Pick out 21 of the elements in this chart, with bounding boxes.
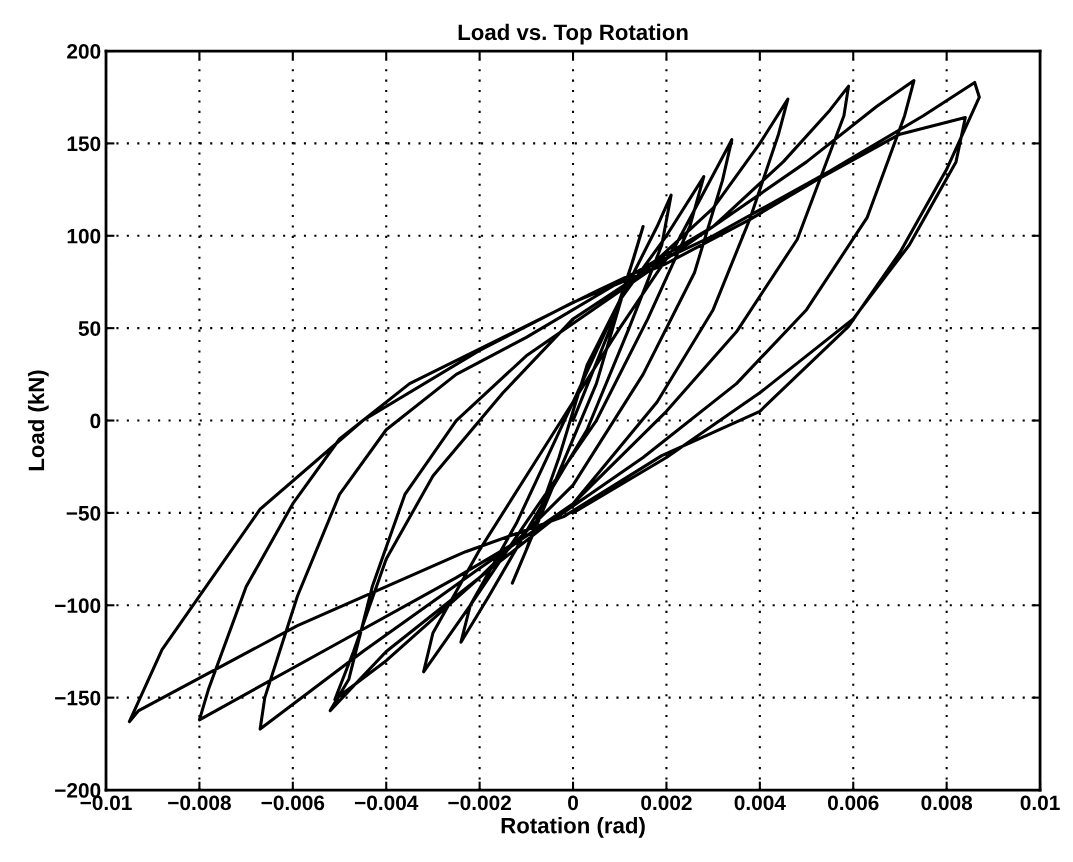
x-tick-label: 0.006 <box>828 795 879 811</box>
y-tick-label: −150 <box>55 690 101 706</box>
y-tick-label: 100 <box>67 228 101 244</box>
x-tick-label: 0.01 <box>1020 795 1060 811</box>
y-tick-label: 0 <box>90 413 101 429</box>
x-tick-label: 0.008 <box>921 795 973 811</box>
y-axis-title: Load (kN) <box>27 370 49 471</box>
y-tick-label: 50 <box>78 321 101 336</box>
x-tick-label: 0.002 <box>641 795 692 811</box>
x-tick-label: −0.008 <box>168 795 231 811</box>
y-tick-label: 200 <box>67 44 101 59</box>
x-tick-label: −0.004 <box>354 795 419 811</box>
x-axis-title: Rotation (rad) <box>501 817 645 838</box>
x-tick-label: −0.002 <box>448 795 511 811</box>
x-tick-label: −0.006 <box>261 795 325 811</box>
y-tick-label: −50 <box>66 505 101 521</box>
x-tick-label: 0 <box>568 795 578 811</box>
y-tick-label: −100 <box>55 598 101 614</box>
y-tick-label: 150 <box>67 136 101 152</box>
chart-title: Load vs. Top Rotation <box>458 23 688 45</box>
x-tick-label: 0.004 <box>734 795 786 811</box>
